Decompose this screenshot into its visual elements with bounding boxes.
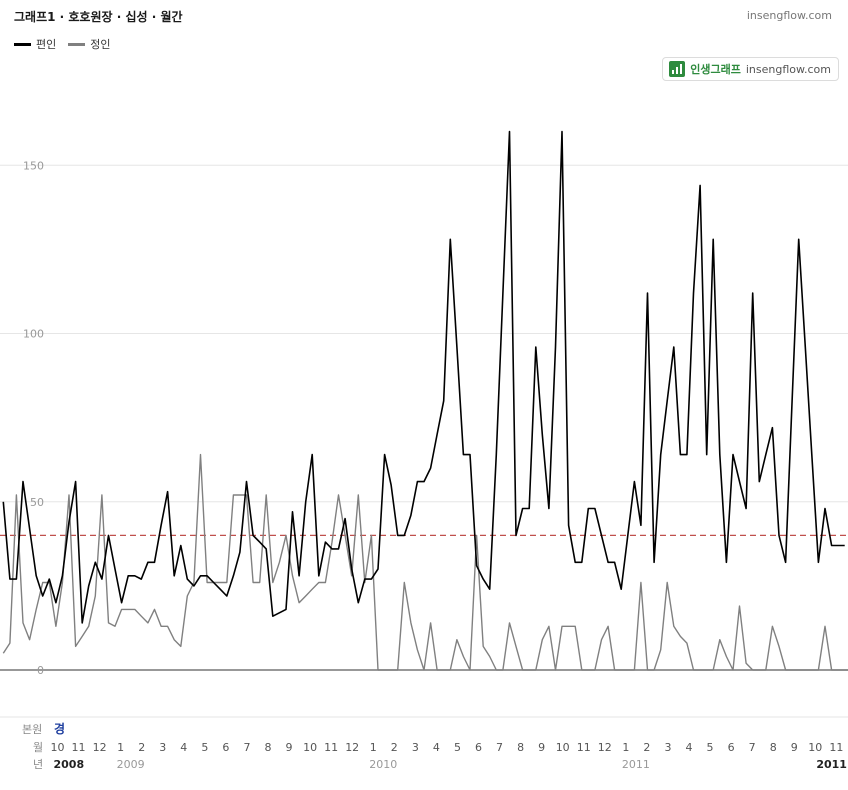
x-tick-month: 6 <box>728 741 735 754</box>
x-tick-year: 2008 <box>54 758 85 771</box>
series-layer <box>2 130 848 671</box>
legend-label-jeongin: 정인 <box>90 38 111 51</box>
row-label-year: 년 <box>33 758 43 771</box>
legend-item-pyeonin[interactable]: 편인 <box>14 36 56 52</box>
x-tick-month: 6 <box>475 741 482 754</box>
x-tick-month: 2 <box>643 741 650 754</box>
x-tick-month: 7 <box>243 741 250 754</box>
x-tick-month: 4 <box>686 741 693 754</box>
x-tick-month: 6 <box>222 741 229 754</box>
row-label-bonwon: 본원 <box>22 723 42 736</box>
x-tick-month: 5 <box>707 741 714 754</box>
x-tick-month: 3 <box>664 741 671 754</box>
x-tick-month: 10 <box>808 741 822 754</box>
badge-site: insengflow.com <box>745 62 831 76</box>
x-tick-month: 7 <box>496 741 503 754</box>
x-tick-month: 7 <box>749 741 756 754</box>
x-tick-year: 2011 <box>622 758 650 771</box>
series-line-pyeonin <box>2 130 845 624</box>
legend-item-jeongin[interactable]: 정인 <box>68 36 111 52</box>
x-tick-month: 12 <box>345 741 359 754</box>
x-tick-month: 1 <box>622 741 629 754</box>
x-tick-month: 8 <box>265 741 272 754</box>
x-tick-month: 1 <box>370 741 377 754</box>
y-tick-label-100: 100 <box>23 328 44 341</box>
site-link[interactable]: insengflow.com <box>746 9 832 22</box>
x-tick-month: 3 <box>412 741 419 754</box>
bonwon-value: 경 <box>54 722 65 736</box>
x-axis: 10 11 12 1 2 3 4 5 6 7 8 9 10 11 12 1 2 3 4 5 6 7 8 9 10 11 12 1 2 3 4… <box>51 741 847 771</box>
x-tick-month: 11 <box>829 741 843 754</box>
x-tick-year: 2009 <box>117 758 145 771</box>
x-tick-month: 9 <box>538 741 545 754</box>
y-tick-label-50: 50 <box>30 496 44 509</box>
chart-title: 그래프1 · 호호원장 · 십성 · 월간 <box>14 10 183 24</box>
x-tick-month: 3 <box>159 741 166 754</box>
x-tick-month: 8 <box>517 741 524 754</box>
x-tick-month: 1 <box>117 741 124 754</box>
x-tick-year: 2010 <box>369 758 397 771</box>
x-tick-month: 11 <box>72 741 86 754</box>
brand-badge[interactable]: 인생그래프 insengflow.com <box>662 57 839 81</box>
y-axis: 0 50 100 150 <box>23 159 44 677</box>
badge-brand: 인생그래프 <box>690 63 741 76</box>
legend-swatch-pyeonin <box>14 42 31 46</box>
chart-logo-icon <box>669 61 686 77</box>
x-tick-month: 9 <box>791 741 798 754</box>
x-tick-month: 10 <box>51 741 65 754</box>
x-tick-month: 12 <box>598 741 612 754</box>
y-tick-label-150: 150 <box>23 159 44 172</box>
series-line-jeongin <box>2 453 848 671</box>
x-tick-month: 10 <box>556 741 570 754</box>
x-tick-month: 5 <box>201 741 208 754</box>
y-tick-label-0: 0 <box>37 664 44 677</box>
x-tick-month: 5 <box>454 741 461 754</box>
x-tick-month: 8 <box>770 741 777 754</box>
x-tick-year: 2011 <box>816 758 847 771</box>
x-tick-month: 2 <box>138 741 145 754</box>
x-tick-month: 12 <box>93 741 107 754</box>
legend-label-pyeonin: 편인 <box>36 38 57 51</box>
legend: 편인 정인 <box>14 36 111 52</box>
x-tick-month: 4 <box>180 741 187 754</box>
x-tick-month: 4 <box>433 741 440 754</box>
x-tick-month: 10 <box>303 741 317 754</box>
x-tick-month: 11 <box>577 741 591 754</box>
legend-swatch-jeongin <box>68 42 86 46</box>
x-tick-month: 11 <box>324 741 338 754</box>
x-tick-month: 9 <box>286 741 293 754</box>
grid-layer <box>0 164 848 671</box>
x-tick-month: 2 <box>391 741 398 754</box>
row-label-month: 월 <box>33 741 43 754</box>
